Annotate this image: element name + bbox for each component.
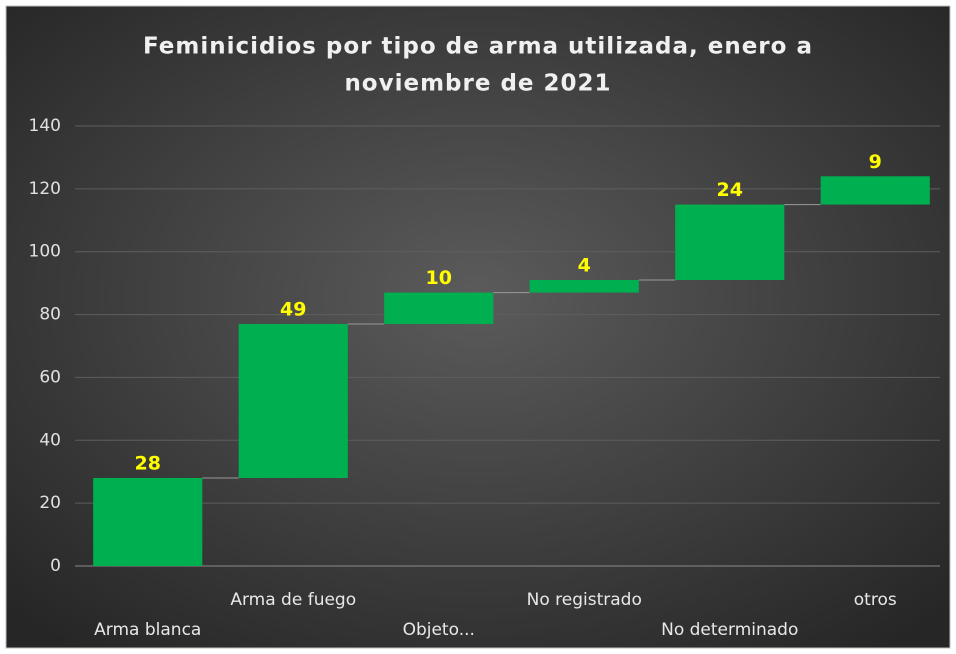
x-tick-label: No registrado xyxy=(527,590,642,610)
bar xyxy=(820,176,930,205)
y-tick-label: 100 xyxy=(29,242,61,262)
value-label: 28 xyxy=(135,453,161,475)
y-tick-label: 40 xyxy=(39,430,61,450)
y-tick-label: 140 xyxy=(29,116,61,136)
chart-title: noviembre de 2021 xyxy=(344,71,611,97)
value-label: 49 xyxy=(280,299,306,321)
value-label: 24 xyxy=(717,179,743,201)
x-tick-label: Arma blanca xyxy=(94,620,201,640)
y-tick-label: 80 xyxy=(39,305,61,325)
x-tick-label: otros xyxy=(854,590,897,610)
x-tick-label: Arma de fuego xyxy=(230,590,356,610)
y-tick-label: 60 xyxy=(39,367,61,387)
value-label: 9 xyxy=(869,151,882,173)
bar xyxy=(675,204,785,280)
y-tick-label: 0 xyxy=(50,556,61,576)
y-tick-label: 120 xyxy=(29,179,61,199)
bar xyxy=(384,292,494,324)
chart-title: Feminicidios por tipo de arma utilizada,… xyxy=(143,34,813,60)
x-tick-label: Objeto... xyxy=(403,620,475,640)
x-tick-label: No determinado xyxy=(661,620,798,640)
y-tick-label: 20 xyxy=(39,493,61,513)
bar xyxy=(529,280,639,293)
bar xyxy=(93,478,203,566)
bar xyxy=(238,324,348,478)
value-label: 10 xyxy=(426,267,452,289)
value-label: 4 xyxy=(578,255,591,277)
